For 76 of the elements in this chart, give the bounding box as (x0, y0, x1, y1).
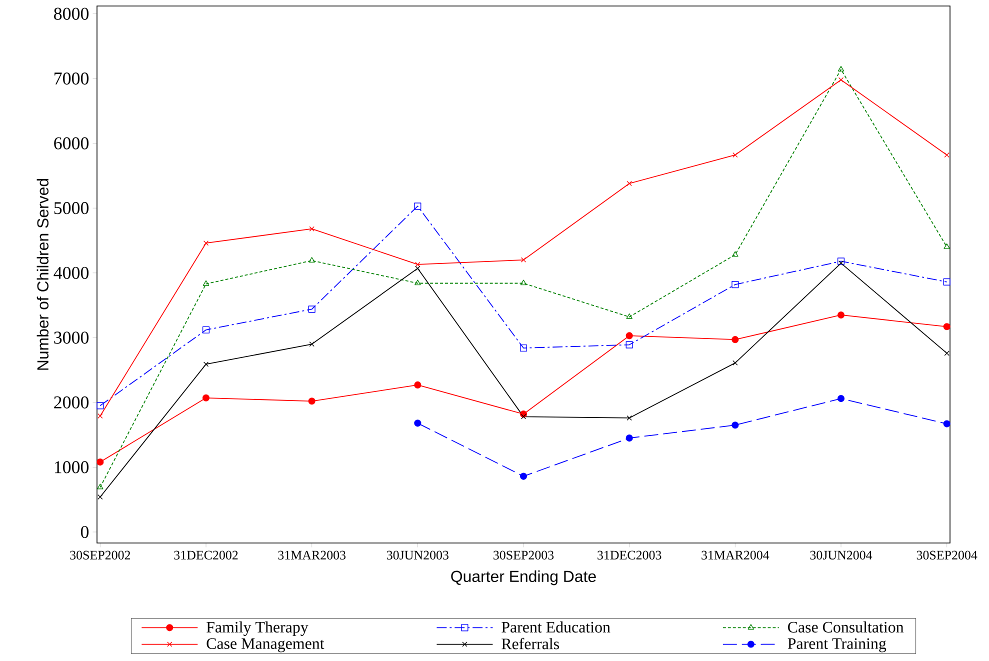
point (308, 398, 316, 405)
legend-label: Case Management (206, 638, 324, 652)
point (626, 434, 633, 442)
point (98, 494, 103, 500)
y-tick-label: 4000 (54, 266, 89, 279)
point (732, 251, 738, 257)
point (520, 414, 526, 420)
point (520, 344, 528, 352)
point (626, 415, 632, 421)
point (308, 257, 315, 263)
legend-label: Parent Education (502, 621, 610, 633)
point (308, 306, 316, 313)
point (414, 381, 422, 388)
point (414, 280, 421, 286)
point (96, 458, 104, 466)
point (838, 77, 844, 82)
point (838, 260, 844, 266)
point (732, 336, 739, 344)
point (944, 243, 950, 249)
point (626, 341, 633, 348)
legend-label: Family Therapy (206, 621, 308, 636)
y-tick-label: 0 (80, 526, 89, 538)
point (202, 394, 210, 402)
point (96, 402, 104, 410)
point (309, 342, 314, 347)
x-tick-label: 30JUN2004 (810, 550, 872, 560)
x-axis-title: Quarter Ending Date (451, 570, 596, 586)
x-tick-label: 31DEC2002 (174, 550, 238, 560)
point (414, 202, 422, 210)
point (837, 258, 845, 265)
point (202, 326, 210, 334)
y-axis-title: Number of Children Served (36, 178, 49, 370)
point (732, 422, 739, 429)
point (943, 323, 950, 330)
y-tick-label: 1000 (54, 461, 89, 474)
point (943, 420, 950, 428)
point (415, 262, 420, 268)
x-tick-label: 30JUN2003 (387, 550, 448, 560)
x-tick-label: 30SEP2002 (70, 550, 130, 560)
x-tick-label: 31MAR2003 (278, 550, 346, 560)
x-tick-label: 30SEP2003 (494, 550, 554, 560)
point (520, 472, 528, 480)
y-tick-label: 5000 (54, 202, 89, 214)
point (732, 152, 738, 158)
point (97, 484, 104, 490)
point (415, 266, 420, 271)
y-tick-label: 8000 (54, 8, 89, 20)
point (520, 257, 526, 263)
x-tick-label: 31DEC2003 (598, 550, 662, 560)
point (203, 362, 209, 367)
y-tick-label: 7000 (54, 72, 89, 85)
point (203, 240, 209, 246)
point (202, 280, 210, 286)
y-tick-label: 2000 (54, 396, 89, 408)
point (838, 66, 844, 72)
x-tick-label: 31MAR2004 (702, 550, 770, 560)
point (414, 420, 422, 427)
point (732, 360, 738, 366)
point (837, 311, 845, 319)
x-tick-label: 30SEP2004 (916, 550, 978, 560)
legend-label: Parent Training (788, 638, 886, 652)
legend-label: Case Consultation (788, 621, 904, 633)
point (520, 280, 527, 286)
point (944, 152, 950, 158)
y-tick-label: 3000 (54, 332, 89, 344)
point (626, 332, 633, 340)
point (732, 281, 739, 288)
legend-label: Referrals (502, 638, 559, 650)
point (837, 395, 845, 402)
point (309, 226, 314, 232)
point (626, 180, 632, 186)
point (944, 350, 950, 356)
y-tick-label: 6000 (54, 137, 89, 150)
point (98, 413, 103, 419)
point (943, 278, 950, 286)
point (626, 313, 632, 319)
